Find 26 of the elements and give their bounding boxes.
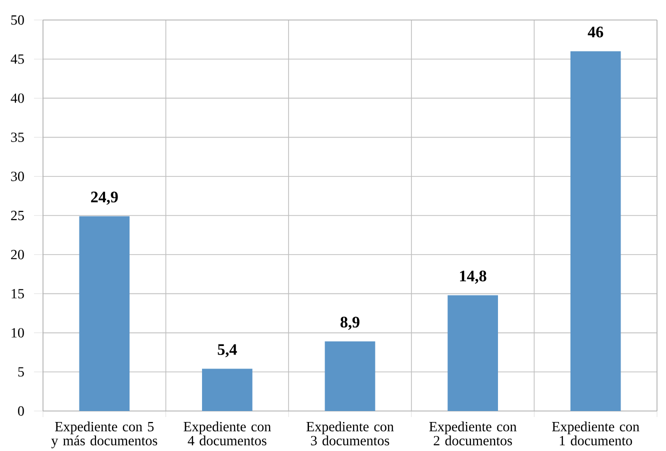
y-tick-label: 25: [11, 210, 24, 220]
data-label: 46: [588, 26, 604, 38]
data-label: 5,4: [218, 344, 237, 358]
y-tick-label: 40: [10, 93, 24, 103]
y-tick-label: 50: [11, 15, 24, 25]
y-tick-label: 0: [18, 406, 24, 416]
data-label: 8,9: [340, 316, 360, 330]
data-label: 24,9: [91, 192, 118, 205]
y-tick-label: 35: [11, 132, 24, 142]
y-tick-label: 30: [11, 172, 24, 182]
y-tick-label: 10: [12, 328, 24, 338]
data-label: 14,8: [460, 270, 486, 284]
bar: [448, 295, 498, 411]
x-tick-label: Expediente con 4 documentos: [184, 422, 271, 446]
x-tick-label: Expediente con 1 documento: [552, 422, 640, 446]
x-tick-label: Expediente con 5 y más documentos: [51, 422, 158, 448]
x-tick-label: Expediente con 3 documentos: [306, 422, 394, 446]
y-tick-label: 20: [11, 250, 24, 260]
bar: [570, 51, 621, 411]
y-tick-label: 15: [12, 289, 24, 298]
bar: [202, 368, 252, 411]
bar: [79, 216, 130, 411]
x-tick-label: Expediente con 2 documentos: [429, 422, 517, 446]
bar: [324, 341, 376, 411]
y-tick-label: 5: [18, 367, 24, 377]
y-tick-label: 45: [10, 54, 24, 64]
